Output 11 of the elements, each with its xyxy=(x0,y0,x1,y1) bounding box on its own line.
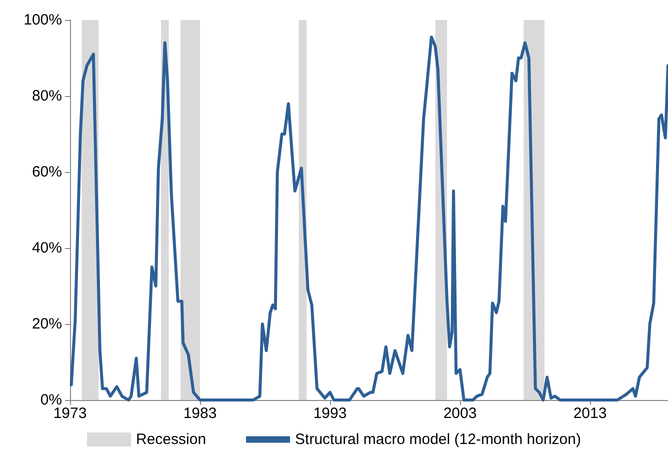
legend-label: Structural macro model (12-month horizon) xyxy=(295,431,581,448)
x-tick-label: 2003 xyxy=(443,405,477,422)
y-tick-label: 80% xyxy=(32,88,62,104)
x-tick-label: 1993 xyxy=(313,405,347,422)
y-tick-label: 20% xyxy=(32,316,62,332)
y-tick-label: 60% xyxy=(32,164,62,180)
legend-label: Recession xyxy=(136,431,206,448)
x-tick-label: 1983 xyxy=(183,405,217,422)
y-tick-label: 40% xyxy=(32,240,62,256)
y-tick-label: 100% xyxy=(24,12,62,28)
x-tick-label: 2013 xyxy=(573,405,607,422)
